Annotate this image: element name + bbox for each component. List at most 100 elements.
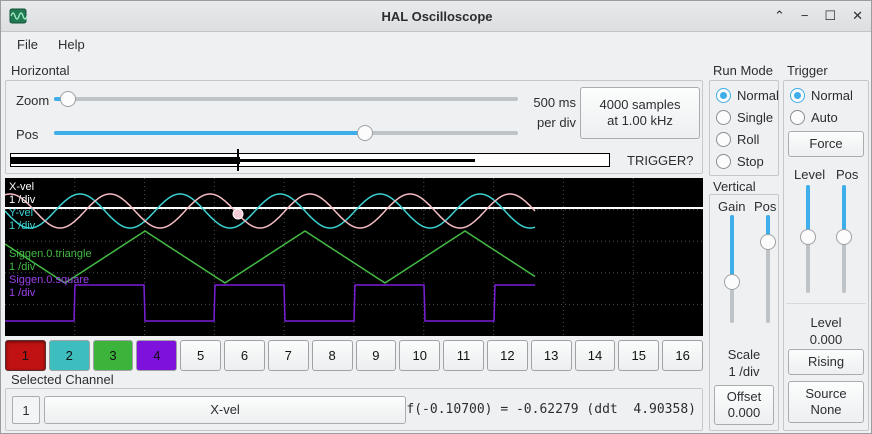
zoom-slider-handle[interactable]: [59, 91, 76, 107]
channel-button-8[interactable]: 8: [311, 340, 353, 371]
pos-slider-fill: [54, 131, 365, 135]
trigger-group: Normal Auto Force Level Pos Level 0.000 R…: [783, 80, 869, 431]
trigger-edge-button[interactable]: Rising: [788, 349, 864, 375]
force-trigger-button[interactable]: Force: [788, 131, 864, 157]
channel-button-5[interactable]: 5: [180, 340, 222, 371]
trigger-pos-label: Pos: [836, 167, 859, 182]
gain-slider-handle[interactable]: [724, 273, 740, 290]
scope-channel-scale: 1 /div: [9, 261, 36, 273]
trigger-level-fill: [806, 185, 810, 237]
zoom-label: Zoom: [16, 93, 50, 108]
trigger-pos-fill: [842, 185, 846, 237]
horizontal-group: Zoom Pos 500 ms per div 4000 samples at …: [5, 80, 703, 174]
selected-channel-name: X-vel: [210, 401, 240, 417]
radio-label: Auto: [811, 109, 838, 125]
offset-label: Offset: [726, 388, 762, 404]
scope-display[interactable]: X-vel 1 /div Y-vel 1 /div Siggen.0.triangle 1…: [4, 178, 703, 336]
channel-button-1[interactable]: 1: [5, 340, 46, 371]
channel-button-9[interactable]: 9: [355, 340, 397, 371]
radio-option-single[interactable]: Single: [716, 107, 779, 127]
menu-file[interactable]: File: [17, 37, 38, 52]
trigger-source-line1: Source: [805, 385, 847, 401]
channel-button-3[interactable]: 3: [92, 340, 134, 371]
menubar: File Help: [1, 31, 871, 58]
maximize-icon[interactable]: ☐: [824, 8, 837, 23]
channel-button-2[interactable]: 2: [48, 340, 90, 371]
channel-button-4[interactable]: 4: [136, 340, 178, 371]
close-icon[interactable]: ✕: [852, 8, 863, 23]
scale-value: 1 /div: [728, 364, 760, 379]
trigger-pos-slider[interactable]: [834, 185, 854, 293]
run-mode-radios: Normal Single Roll Stop: [716, 85, 779, 171]
trigger-level-slider[interactable]: [798, 185, 818, 293]
trigger-mode-radios: Normal Auto: [790, 85, 853, 127]
force-trigger-label: Force: [809, 135, 843, 151]
trigger-level-label: Level: [794, 167, 826, 182]
channel-button-12[interactable]: 12: [486, 340, 528, 371]
radio-option-auto[interactable]: Auto: [790, 107, 853, 127]
scope-channel-name: Y-vel: [9, 207, 34, 219]
channel-button-13[interactable]: 13: [530, 340, 572, 371]
trigger-separator: [786, 303, 866, 304]
radio-icon: [716, 153, 731, 169]
radio-label: Stop: [737, 153, 764, 169]
vertical-pos-slider[interactable]: [758, 215, 778, 323]
radio-option-normal[interactable]: Normal: [790, 85, 853, 105]
selected-channel-source-button[interactable]: X-vel: [44, 396, 406, 424]
offset-value: 0.000: [727, 405, 761, 420]
radio-option-roll[interactable]: Roll: [716, 129, 779, 149]
channel-button-15[interactable]: 15: [618, 340, 660, 371]
vertical-group: Gain Pos Scale 1 /div Offset 0.000: [709, 194, 779, 431]
rate-per-div-line2: per div: [536, 115, 576, 130]
channel-button-10[interactable]: 10: [399, 340, 441, 371]
sample-rate-line1: 4000 samples: [599, 96, 681, 112]
trace-siggen.0.square: [5, 284, 535, 322]
gain-slider[interactable]: [722, 215, 742, 323]
record-acquired-segment: [11, 157, 240, 164]
run-mode-group-title: Run Mode: [713, 63, 773, 78]
radio-icon: [716, 131, 731, 147]
minimize-icon[interactable]: −: [800, 8, 809, 23]
trigger-position-tick: [237, 149, 239, 171]
channel-button-14[interactable]: 14: [574, 340, 616, 371]
run-mode-group: Normal Single Roll Stop: [709, 80, 779, 176]
trigger-level-handle[interactable]: [800, 228, 816, 245]
trigger-source-line2: None: [810, 402, 842, 417]
scope-channel-scale: 1 /div: [9, 287, 36, 299]
channel-button-11[interactable]: 11: [443, 340, 484, 371]
menu-help[interactable]: Help: [57, 37, 85, 52]
radio-option-normal[interactable]: Normal: [716, 85, 779, 105]
shade-icon[interactable]: ⌃: [773, 8, 785, 23]
channel-button-6[interactable]: 6: [224, 340, 265, 371]
vertical-pos-track: [766, 215, 770, 323]
channel-button-16[interactable]: 16: [662, 340, 703, 371]
selected-channel-number: 1: [12, 396, 40, 424]
scope-channel-name: Siggen.0.triangle: [9, 248, 92, 260]
pos-slider-handle[interactable]: [356, 125, 373, 141]
scope-channel-scale: 1 /div: [9, 194, 36, 206]
zoom-slider[interactable]: [54, 89, 518, 109]
trace-y-vel: [4, 193, 536, 229]
horizontal-group-title: Horizontal: [11, 63, 70, 78]
titlebar: HAL Oscilloscope ⌃ − ☐ ✕: [1, 1, 871, 32]
trigger-pos-handle[interactable]: [836, 228, 852, 245]
offset-button[interactable]: Offset 0.000: [714, 385, 774, 425]
channel-button-7[interactable]: 7: [267, 340, 309, 371]
trigger-edge-label: Rising: [807, 353, 845, 369]
gain-slider-fill: [730, 215, 734, 282]
sample-rate-line2: at 1.00 kHz: [607, 113, 673, 128]
pos-label: Pos: [16, 127, 39, 142]
selected-channel-group-title: Selected Channel: [11, 372, 114, 387]
sample-rate-button[interactable]: 4000 samples at 1.00 kHz: [580, 87, 700, 139]
trigger-group-title: Trigger: [787, 63, 828, 78]
horizontal-pos-slider[interactable]: [54, 123, 518, 143]
vertical-pos-label: Pos: [754, 199, 777, 214]
radio-label: Roll: [737, 131, 760, 147]
trigger-source-button[interactable]: Source None: [788, 381, 864, 423]
app-icon: [9, 8, 27, 24]
record-position-bar: [10, 153, 610, 167]
radio-option-stop[interactable]: Stop: [716, 151, 779, 171]
vertical-pos-handle[interactable]: [760, 234, 776, 250]
radio-icon: [790, 87, 805, 103]
